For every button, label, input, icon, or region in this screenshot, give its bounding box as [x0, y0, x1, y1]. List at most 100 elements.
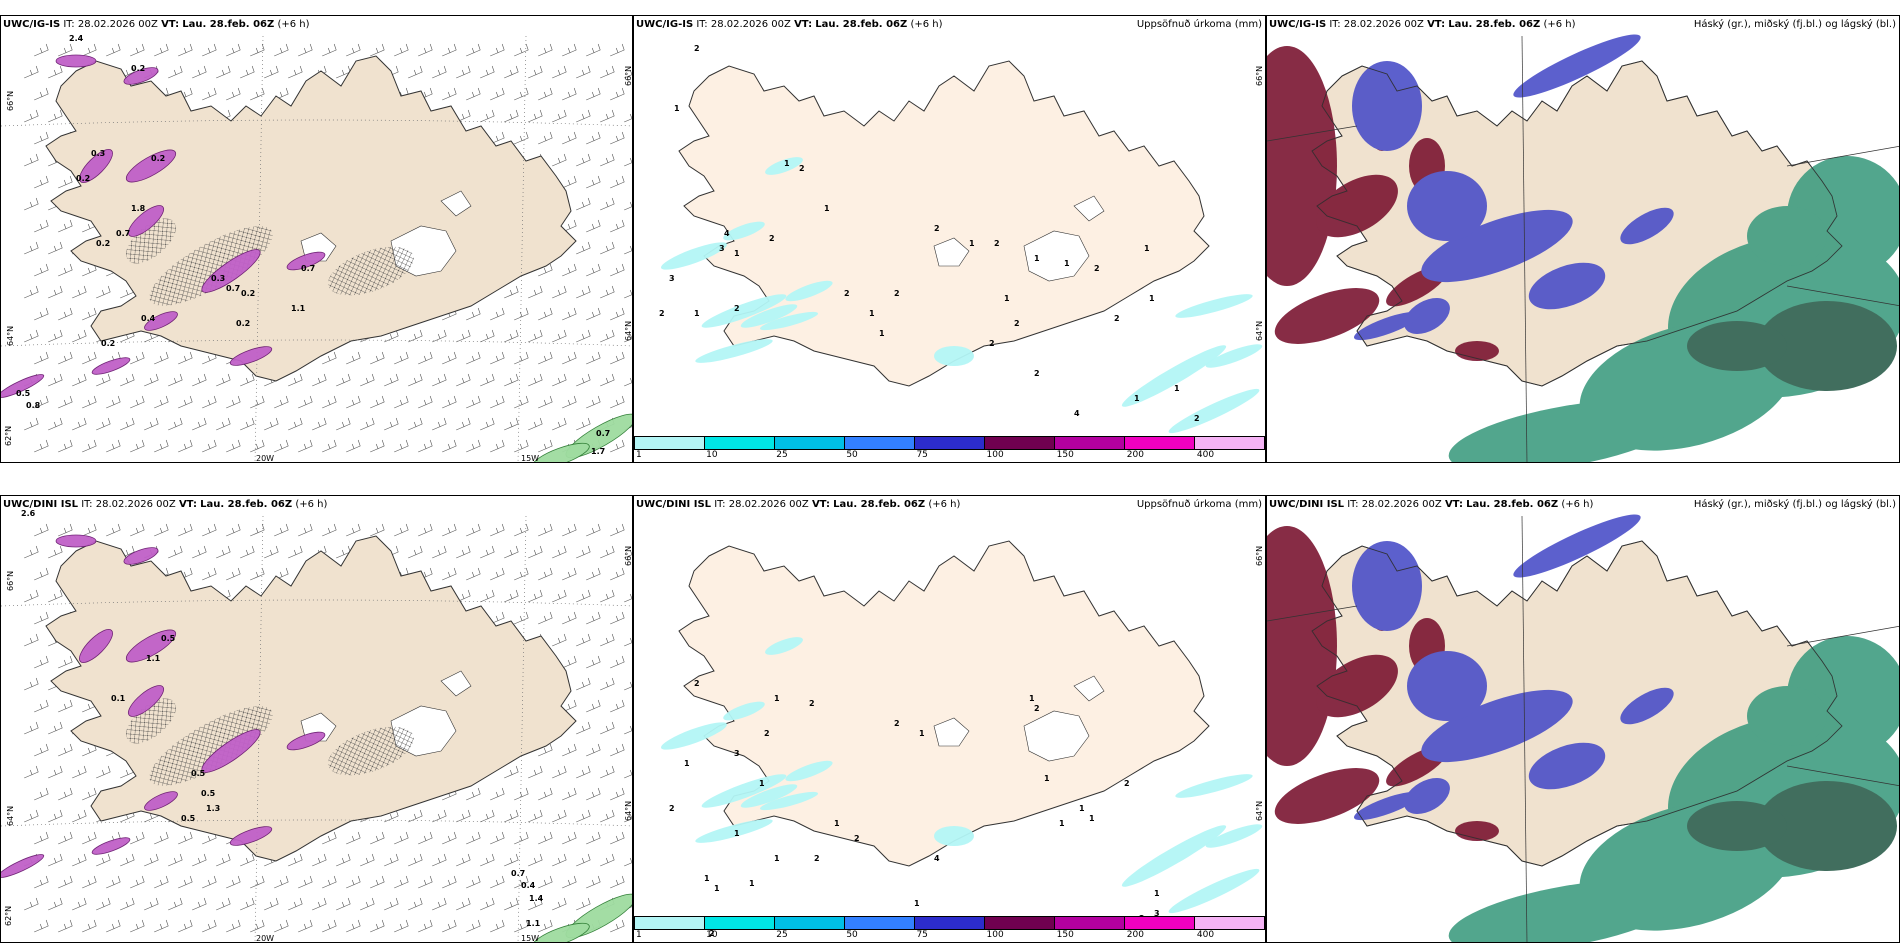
panel-variable-title: Uppsöfnuð úrkoma (mm) — [1136, 499, 1262, 510]
value-label: 1.4 — [529, 894, 544, 903]
colorbar-label: 25 — [776, 930, 788, 940]
value-label: 2 — [659, 309, 665, 318]
value-label: 0.2 — [131, 64, 145, 73]
colorbar-label: 400 — [1196, 450, 1215, 460]
panel-variable-title: Uppsöfnuð úrkoma (mm) — [1136, 19, 1262, 30]
value-label: 1 — [704, 874, 710, 883]
panel-header: UWC/DINI ISL IT: 28.02.2026 00Z VT: Lau.… — [1269, 499, 1594, 510]
colorbar-swatch — [985, 916, 1055, 930]
panel-header: UWC/DINI ISL IT: 28.02.2026 00Z VT: Lau.… — [636, 499, 961, 510]
colorbar-label: 400 — [1196, 930, 1215, 940]
value-label: 0.5 — [201, 789, 216, 798]
iceland-landmass — [678, 540, 1210, 867]
precip-shading — [1, 54, 326, 398]
value-label: 1.8 — [131, 204, 146, 213]
hatched-region — [126, 218, 414, 306]
value-label: 2 — [1114, 314, 1120, 323]
panel-bottom-clouds: UWC/DINI ISL IT: 28.02.2026 00Z VT: Lau.… — [1266, 495, 1900, 943]
lat-label: 66°N — [6, 91, 15, 111]
colorbar-label: 50 — [846, 450, 858, 460]
colorbar-swatch — [775, 916, 845, 930]
lat-label: 66°N — [1255, 66, 1264, 86]
value-label: 0.4 — [521, 881, 536, 890]
lat-label: 66°N — [624, 66, 633, 86]
colorbar-swatch — [1125, 436, 1195, 450]
value-label: 2 — [1034, 369, 1040, 378]
colorbar-swatch — [705, 436, 775, 450]
value-label: 1 — [969, 239, 975, 248]
panel-variable-title: Háský (gr.), miðský (fj.bl.) og lágský (… — [1693, 19, 1896, 30]
precip-values: 2.6 0.5 1.1 0.1 0.5 0.5 1.3 0.5 0.7 0.4 1.4 1.1 — [21, 509, 544, 928]
colorbar-swatch — [915, 436, 985, 450]
value-label: 2 — [994, 239, 1000, 248]
value-label: 1 — [919, 729, 925, 738]
colorbar-label: 200 — [1126, 930, 1144, 940]
value-label: 1 — [734, 829, 740, 838]
value-label: 2.6 — [21, 509, 36, 518]
value-label: 2 — [1014, 319, 1020, 328]
value-label: 1 — [1144, 244, 1150, 253]
value-label: 2 — [894, 719, 900, 728]
colorbar-swatch — [845, 916, 915, 930]
lat-label: 62°N — [4, 906, 13, 926]
precip-shading — [1, 534, 326, 878]
value-label: 2 — [764, 729, 770, 738]
colorbar-label: 1 — [636, 450, 642, 460]
panel-header: UWC/IG-IS IT: 28.02.2026 00Z VT: Lau. 28… — [3, 19, 310, 30]
value-label: 1 — [734, 249, 740, 258]
value-label: 4 — [1074, 409, 1080, 418]
lat-label: 64°N — [1255, 321, 1264, 341]
value-label: 0.2 — [236, 319, 250, 328]
colorbar-labels: 1 10 25 50 75 100 150 200 400 — [634, 450, 1265, 462]
colorbar-label: 100 — [986, 450, 1004, 460]
precip-map-bottom: 2131221211111221211121111243212266°N64°N — [661, 540, 1264, 938]
value-label: 2 — [844, 289, 850, 298]
colorbar-swatch — [845, 436, 915, 450]
value-label: 2 — [709, 929, 715, 938]
value-label: 1 — [674, 104, 680, 113]
iceland-landmass — [45, 535, 577, 862]
lon-label: 20W — [256, 934, 274, 943]
precip-colorbar: 1 10 25 50 75 100 150 200 400 — [634, 436, 1265, 462]
panel-top-wind: UWC/IG-IS IT: 28.02.2026 00Z VT: Lau. 28… — [0, 15, 633, 463]
value-label: 2.4 — [69, 34, 84, 43]
lat-label: 64°N — [624, 801, 633, 821]
value-label: 0.5 — [161, 634, 176, 643]
colorbar-swatch — [1055, 916, 1125, 930]
cloud-map-top — [1267, 34, 1899, 462]
value-label: 1.7 — [591, 447, 605, 456]
precip-shading — [661, 157, 1263, 434]
lat-lon-grid — [1267, 35, 1899, 462]
value-label: 0.7 — [511, 869, 525, 878]
value-label: 2 — [934, 224, 940, 233]
hatched-region — [126, 698, 414, 786]
iceland-landmass — [678, 60, 1210, 387]
colorbar-label: 50 — [846, 930, 858, 940]
panel-bottom-precip: UWC/DINI ISL IT: 28.02.2026 00Z VT: Lau.… — [633, 495, 1266, 943]
precip-shading — [532, 413, 632, 462]
value-label: 0.4 — [141, 314, 156, 323]
colorbar-swatch — [775, 436, 845, 450]
value-label: 1 — [1154, 889, 1160, 898]
colorbar-swatch — [634, 916, 705, 930]
value-label: 0.7 — [226, 284, 240, 293]
value-label: 1 — [1149, 294, 1155, 303]
precip-colorbar: 1 10 25 50 75 100 150 200 400 — [634, 916, 1265, 942]
cloud-layers — [1267, 514, 1899, 942]
value-label: 3 — [669, 274, 675, 283]
value-label: 1 — [1004, 294, 1010, 303]
value-label: 0.7 — [116, 229, 130, 238]
value-label: 1 — [684, 759, 690, 768]
colorbar-swatches — [634, 916, 1265, 930]
value-label: 0.3 — [91, 149, 105, 158]
lat-label: 64°N — [6, 806, 15, 826]
lat-lon-grid — [1, 515, 632, 942]
value-label: 3 — [1154, 909, 1160, 918]
colorbar-label: 25 — [776, 450, 788, 460]
value-label: 2 — [669, 804, 675, 813]
lat-label: 64°N — [624, 321, 633, 341]
value-label: 2 — [809, 699, 815, 708]
wind-map-top: 2.40.20.30.20.21.80.70.20.30.70.20.71.10… — [1, 34, 633, 462]
colorbar-labels: 1 10 25 50 75 100 150 200 400 — [634, 930, 1265, 942]
